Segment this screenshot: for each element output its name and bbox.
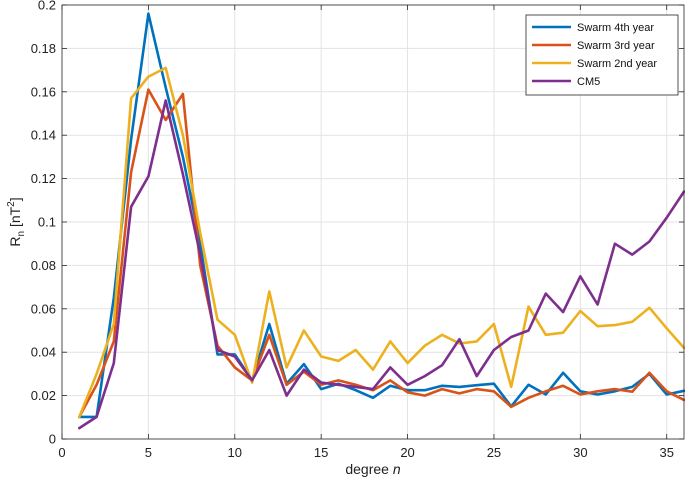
x-tick-label: 5 xyxy=(145,445,152,460)
x-tick-label: 35 xyxy=(659,445,673,460)
x-tick-label: 10 xyxy=(228,445,242,460)
y-tick-label: 0.12 xyxy=(31,171,56,186)
x-axis-title: degree n xyxy=(345,461,400,477)
x-tick-label: 30 xyxy=(573,445,587,460)
x-tick-label: 20 xyxy=(400,445,414,460)
series-line-cm5 xyxy=(78,99,685,430)
y-axis-title: Rn [nT2] xyxy=(6,197,27,246)
series-line-swarm-3rd-year xyxy=(78,88,685,419)
x-tick-label: 0 xyxy=(58,445,65,460)
legend: Swarm 4th year Swarm 3rd year Swarm 2nd ye… xyxy=(525,14,679,96)
y-tick-label: 0 xyxy=(49,432,56,447)
y-tick-label: 0.08 xyxy=(31,258,56,273)
y-tick-label: 0.06 xyxy=(31,301,56,316)
series-line-swarm-2nd-year xyxy=(78,66,685,419)
y-tick-label: 0.2 xyxy=(38,0,56,13)
y-tick-label: 0.18 xyxy=(31,41,56,56)
y-tick-label: 0.1 xyxy=(38,215,56,230)
ticks xyxy=(61,4,684,440)
series-line-swarm-4th-year xyxy=(78,12,685,419)
legend-label: Swarm 2nd year xyxy=(577,58,657,70)
y-tick-label: 0.04 xyxy=(31,345,56,360)
x-tick-label: 25 xyxy=(487,445,501,460)
legend-label: Swarm 4th year xyxy=(577,22,654,34)
legend-label: CM5 xyxy=(577,76,600,88)
x-tick-label: 15 xyxy=(314,445,328,460)
y-tick-label: 0.16 xyxy=(31,84,56,99)
y-tick-label: 0.14 xyxy=(31,128,56,143)
y-tick-label: 0.02 xyxy=(31,388,56,403)
legend-label: Swarm 3rd year xyxy=(577,40,655,52)
series-layer xyxy=(78,12,685,430)
tick-labels: 0 5 10 15 20 25 30 35 0 0.02 0.04 0.06 0.08 0.1 0.12 0.… xyxy=(31,0,674,460)
